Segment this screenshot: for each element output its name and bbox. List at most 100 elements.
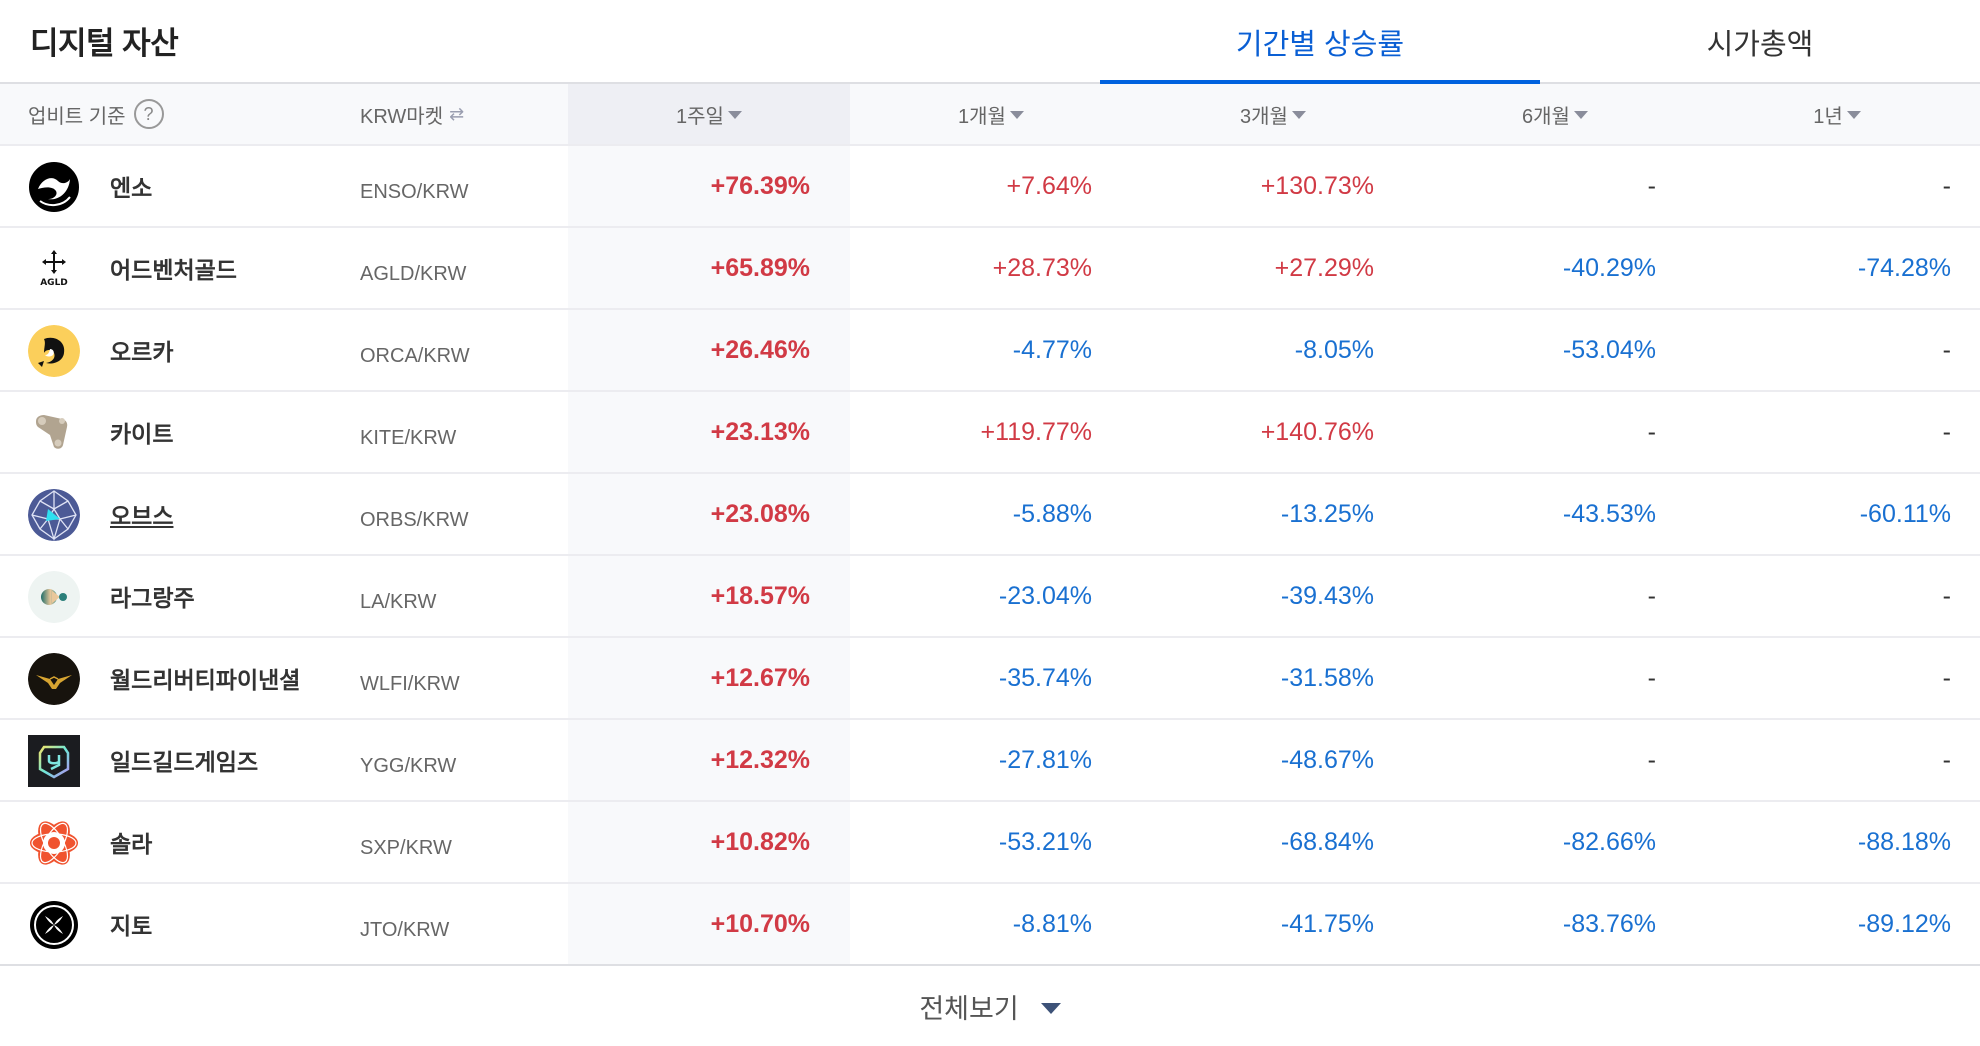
change-1m: -35.74% [998,663,1092,692]
table-row[interactable]: 월드리버티파이낸셜 WLFI/KRW +12.67% -35.74% -31.5… [0,638,1980,720]
coin-symbol: YGG/KRW [360,754,457,777]
table-row[interactable]: 오브스 ORBS/KRW +23.08% -5.88% -13.25% -43.… [0,474,1980,556]
header-1y-label: 1년 [1813,105,1843,128]
coin-name[interactable]: 오르카 [110,339,174,365]
change-6m: - [1647,171,1656,200]
change-1y: - [1942,745,1951,774]
change-3m: -68.84% [1280,827,1374,856]
coin-name[interactable]: 지토 [110,913,153,939]
header-3m-label: 3개월 [1240,105,1288,128]
coin-name[interactable]: 일드길드게임즈 [110,749,259,775]
change-1m: -27.81% [998,745,1092,774]
coin-symbol: ORBS/KRW [360,508,469,531]
change-6m: - [1647,581,1656,610]
sort-desc-icon [1291,111,1306,119]
coin-name[interactable]: 오브스 [110,503,174,529]
orbs-logo-icon [28,489,80,541]
header-sort-3m[interactable]: 3개월 [1132,84,1414,144]
sort-desc-icon [1009,111,1024,119]
wlfi-logo-icon [28,653,80,705]
change-1m: +7.64% [1006,171,1093,200]
sort-desc-icon [1573,111,1588,119]
table-header: 업비트 기준 ? KRW마켓 ⇄ 1주일 1개월 3개월 6개월 1년 [0,84,1980,146]
change-6m: -43.53% [1562,499,1656,528]
enso-logo-icon [28,161,80,213]
la-logo-icon [28,571,80,623]
change-1y: -74.28% [1857,253,1951,282]
coin-symbol: WLFI/KRW [360,672,460,695]
view-all-label: 전체보기 [919,994,1019,1024]
agld-logo-icon: AGLD [28,243,80,295]
table-row[interactable]: 엔소 ENSO/KRW +76.39% +7.64% +130.73% - - [0,146,1980,228]
header-sort-1w[interactable]: 1주일 [568,84,850,144]
coin-name[interactable]: 엔소 [110,175,153,201]
ygg-logo-icon [28,735,80,787]
change-1m: -53.21% [998,827,1092,856]
tab-label: 시가총액 [1706,29,1814,61]
tab-label: 기간별 상승률 [1235,29,1405,61]
change-3m: -48.67% [1280,745,1374,774]
change-6m: - [1647,745,1656,774]
table-row[interactable]: 일드길드게임즈 YGG/KRW +12.32% -27.81% -48.67% … [0,720,1980,802]
change-3m: -41.75% [1280,909,1374,938]
coin-name[interactable]: 월드리버티파이낸셜 [110,667,301,693]
change-3m: -31.58% [1280,663,1374,692]
change-1y: -89.12% [1857,909,1951,938]
change-1w: +26.46% [710,335,810,364]
change-1y: - [1942,417,1951,446]
svg-text:AGLD: AGLD [40,278,68,288]
change-1w: +18.57% [710,581,810,610]
change-1m: -8.81% [1012,909,1092,938]
header-6m-label: 6개월 [1522,105,1570,128]
change-6m: - [1647,663,1656,692]
change-6m: -82.66% [1562,827,1656,856]
coin-symbol: AGLD/KRW [360,262,467,285]
coin-name[interactable]: 어드벤처골드 [110,257,237,283]
swap-icon: ⇄ [449,103,465,124]
table-row[interactable]: 라그랑주 LA/KRW +18.57% -23.04% -39.43% - - [0,556,1980,638]
coin-symbol: LA/KRW [360,590,437,613]
table-row[interactable]: 솔라 SXP/KRW +10.82% -53.21% -68.84% -82.6… [0,802,1980,884]
change-3m: +27.29% [1274,253,1374,282]
header-basis-label: 업비트 기준 [28,105,126,128]
change-1m: -23.04% [998,581,1092,610]
change-1y: -88.18% [1857,827,1951,856]
change-6m: -83.76% [1562,909,1656,938]
help-icon[interactable]: ? [133,99,164,129]
change-1m: +28.73% [992,253,1092,282]
change-1m: -4.77% [1012,335,1092,364]
change-1y: - [1942,581,1951,610]
sort-desc-icon [1846,111,1861,119]
change-1y: - [1942,171,1951,200]
table-row[interactable]: 오르카 ORCA/KRW +26.46% -4.77% -8.05% -53.0… [0,310,1980,392]
change-3m: +130.73% [1260,171,1374,200]
header-basis: 업비트 기준 ? [28,84,164,144]
coin-name[interactable]: 라그랑주 [110,585,195,611]
change-1m: -5.88% [1012,499,1092,528]
table-row[interactable]: 카이트 KITE/KRW +23.13% +119.77% +140.76% -… [0,392,1980,474]
jto-logo-icon [28,899,80,951]
kite-logo-icon [28,407,80,459]
change-3m: -39.43% [1280,581,1374,610]
header-market-label: KRW마켓 [360,105,444,128]
coin-name[interactable]: 솔라 [110,831,153,857]
tab-period-return[interactable]: 기간별 상승률 [1100,0,1540,86]
change-6m: -53.04% [1562,335,1656,364]
header-sort-1m[interactable]: 1개월 [850,84,1132,144]
table-row[interactable]: AGLD 어드벤처골드 AGLD/KRW +65.89% +28.73% +27… [0,228,1980,310]
change-1w: +65.89% [710,253,810,282]
change-1w: +12.32% [710,745,810,774]
coin-name[interactable]: 카이트 [110,421,174,447]
table-body: 엔소 ENSO/KRW +76.39% +7.64% +130.73% - - … [0,146,1980,966]
view-all-button[interactable]: 전체보기 [0,967,1980,1046]
header-market-toggle[interactable]: KRW마켓 ⇄ [360,84,464,144]
change-1w: +12.67% [710,663,810,692]
tab-market-cap[interactable]: 시가총액 [1540,0,1980,84]
sort-desc-icon [727,111,742,119]
chevron-down-icon [1040,1003,1061,1014]
table-row[interactable]: 지토 JTO/KRW +10.70% -8.81% -41.75% -83.76… [0,884,1980,966]
change-3m: +140.76% [1260,417,1374,446]
header-sort-1y[interactable]: 1년 [1696,84,1978,144]
header-sort-6m[interactable]: 6개월 [1414,84,1696,144]
change-6m: -40.29% [1562,253,1656,282]
